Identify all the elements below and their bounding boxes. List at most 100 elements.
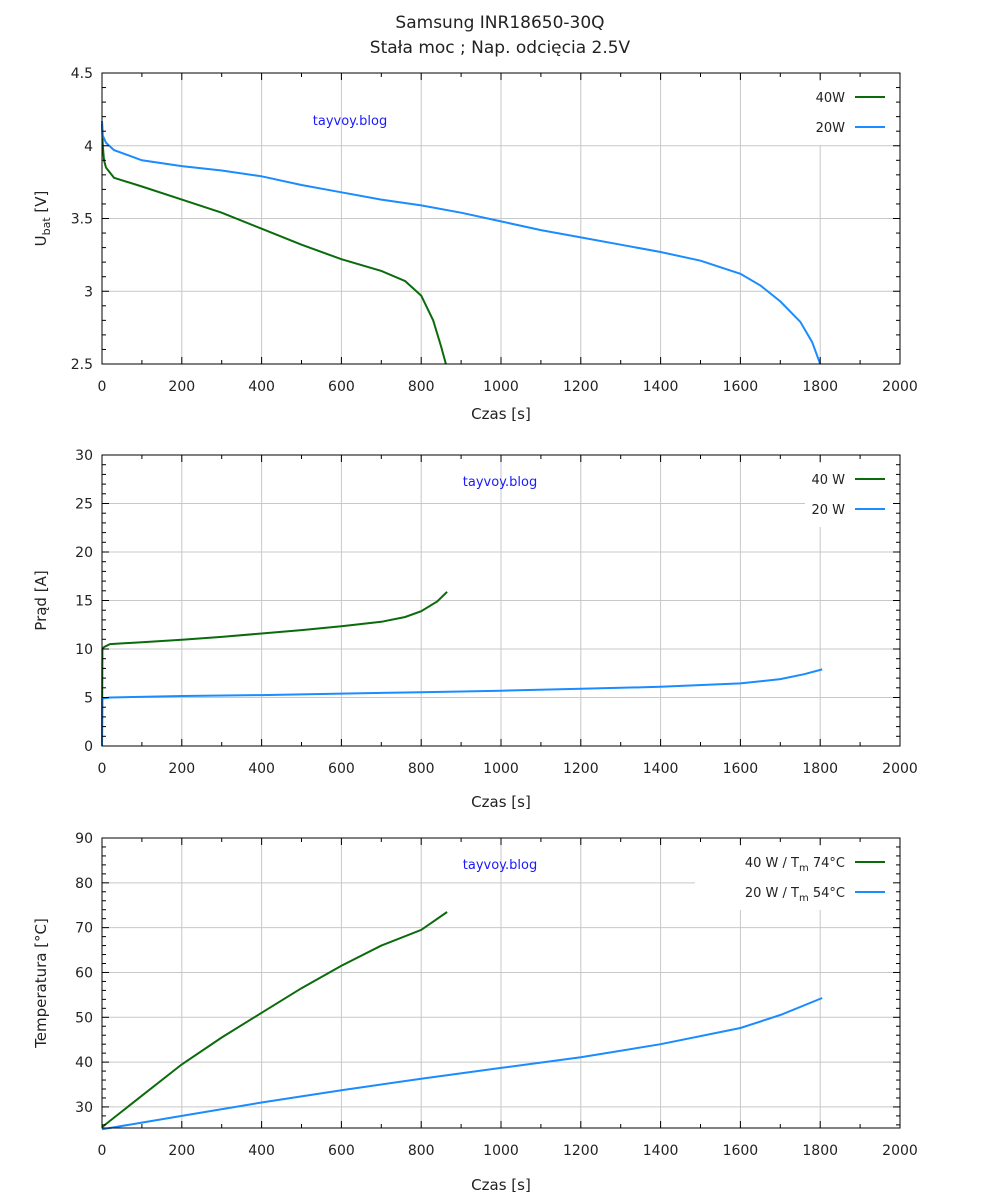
series-line-20w — [101, 668, 823, 747]
x-tick-label: 400 — [248, 1143, 275, 1159]
x-tick-label: 1000 — [483, 1143, 519, 1159]
series-line-40wt — [101, 911, 448, 1128]
y-tick-label: 40 — [75, 1055, 93, 1071]
x-tick-label: 400 — [248, 379, 275, 395]
series-line-20wt — [101, 997, 823, 1131]
series-line-20w — [101, 120, 822, 365]
legend-label-text: 20W — [816, 121, 846, 136]
x-tick-label: 1800 — [802, 1143, 838, 1159]
x-tick-label: 0 — [98, 1143, 107, 1159]
x-tick-label: 2000 — [882, 761, 918, 777]
x-tick-label: 600 — [328, 379, 355, 395]
watermark: tayvoy.blog — [463, 858, 537, 873]
x-tick-label: 1400 — [643, 379, 679, 395]
legend-background — [695, 846, 898, 910]
legend-label: 40 W — [811, 473, 845, 488]
subplot-3: tayvoy.blog 40 W / Tm 74°C20 W / Tm 54°C0… — [32, 831, 918, 1194]
x-tick-label: 2000 — [882, 379, 918, 395]
watermark: tayvoy.blog — [463, 475, 537, 490]
y-tick-label: 10 — [75, 642, 93, 658]
x-tick-label: 600 — [328, 761, 355, 777]
y-tick-label: 25 — [75, 497, 93, 513]
y-tick-label: 4 — [84, 139, 93, 155]
x-tick-label: 1200 — [563, 1143, 599, 1159]
x-tick-label: 1200 — [563, 761, 599, 777]
x-tick-label: 800 — [408, 379, 435, 395]
legend: 40 W 20 W — [805, 463, 898, 527]
legend: 40 W / Tm 74°C20 W / Tm 54°C — [695, 846, 898, 910]
legend-label-subscript: m — [799, 863, 809, 874]
y-tick-label: 50 — [75, 1010, 93, 1026]
legend-label-text: 40 W — [811, 473, 845, 488]
y-tick-label: 20 — [75, 545, 93, 561]
y-tick-label: 70 — [75, 921, 93, 937]
chart-title-line-2: Stała moc ; Nap. odcięcia 2.5V — [370, 38, 631, 58]
x-tick-label: 800 — [408, 1143, 435, 1159]
x-tick-label: 1000 — [483, 379, 519, 395]
x-tick-label: 200 — [168, 379, 195, 395]
y-tick-label: 2.5 — [71, 357, 93, 373]
subplot-2: tayvoy.blog 40 W20 W0 200 400 600 800 1000 1200… — [32, 448, 918, 811]
subplot-1: tayvoy.blog 40W 20W 0 200 400 600 800 1000 1200 14… — [32, 66, 918, 423]
x-tick-label: 1600 — [723, 761, 759, 777]
y-tick-label: 60 — [75, 965, 93, 981]
series-line-40w — [101, 591, 448, 747]
y-axis-label-text: U — [32, 235, 50, 246]
y-tick-label: 30 — [75, 448, 93, 464]
y-axis-label-suffix: [V] — [32, 191, 50, 218]
x-axis-label: Czas [s] — [471, 1176, 531, 1194]
y-tick-label: 5 — [84, 691, 93, 707]
legend-background — [805, 81, 898, 145]
legend-label-subscript: m — [799, 893, 809, 904]
y-tick-label: 30 — [75, 1100, 93, 1116]
x-tick-label: 1400 — [643, 1143, 679, 1159]
x-tick-label: 600 — [328, 1143, 355, 1159]
legend-label: 40 W / Tm 74°C — [745, 856, 845, 874]
chart-title-line-1: Samsung INR18650-30Q — [395, 13, 604, 33]
legend-label-text: 40 W / T — [745, 856, 799, 871]
x-tick-label: 1200 — [563, 379, 599, 395]
legend-label-text: 40W — [816, 91, 846, 106]
x-tick-label: 400 — [248, 761, 275, 777]
y-tick-label: 15 — [75, 594, 93, 610]
x-axis-label: Czas [s] — [471, 793, 531, 811]
x-tick-label: 1000 — [483, 761, 519, 777]
y-tick-label: 3 — [84, 284, 93, 300]
y-axis-label: Ubat [V] — [32, 191, 53, 247]
y-axis-label: Prąd [A] — [32, 570, 50, 630]
y-tick-label: 4.5 — [71, 66, 93, 82]
y-tick-label: 3.5 — [71, 212, 93, 228]
legend-label-text: 20 W — [811, 503, 845, 518]
x-tick-label: 1800 — [802, 761, 838, 777]
legend-label-text: 20 W / T — [745, 886, 799, 901]
legend-label: 20 W / Tm 54°C — [745, 886, 845, 904]
x-tick-label: 200 — [168, 1143, 195, 1159]
x-tick-label: 800 — [408, 761, 435, 777]
x-tick-label: 1800 — [802, 379, 838, 395]
x-tick-label: 1600 — [723, 1143, 759, 1159]
y-axis-label-text: Prąd [A] — [32, 570, 50, 630]
y-axis-label-text: Temperatura [°C] — [32, 918, 50, 1049]
y-axis-label-subscript: bat — [40, 217, 53, 236]
series-line-40w — [101, 123, 447, 365]
x-axis-label: Czas [s] — [471, 405, 531, 423]
legend-label: 40W — [816, 91, 846, 106]
legend-label-suffix: 74°C — [809, 856, 845, 871]
x-tick-label: 0 — [98, 379, 107, 395]
x-tick-label: 1400 — [643, 761, 679, 777]
y-tick-label: 80 — [75, 876, 93, 892]
watermark: tayvoy.blog — [313, 114, 387, 129]
legend-label: 20 W — [811, 503, 845, 518]
x-tick-label: 200 — [168, 761, 195, 777]
x-tick-label: 1600 — [723, 379, 759, 395]
legend-label-suffix: 54°C — [809, 886, 845, 901]
y-tick-label: 0 — [84, 739, 93, 755]
y-tick-label: 90 — [75, 831, 93, 847]
legend-background — [805, 463, 898, 527]
legend: 40W 20W — [805, 81, 898, 145]
x-tick-label: 0 — [98, 761, 107, 777]
y-axis-label: Temperatura [°C] — [32, 918, 50, 1049]
legend-label: 20W — [816, 121, 846, 136]
x-tick-label: 2000 — [882, 1143, 918, 1159]
